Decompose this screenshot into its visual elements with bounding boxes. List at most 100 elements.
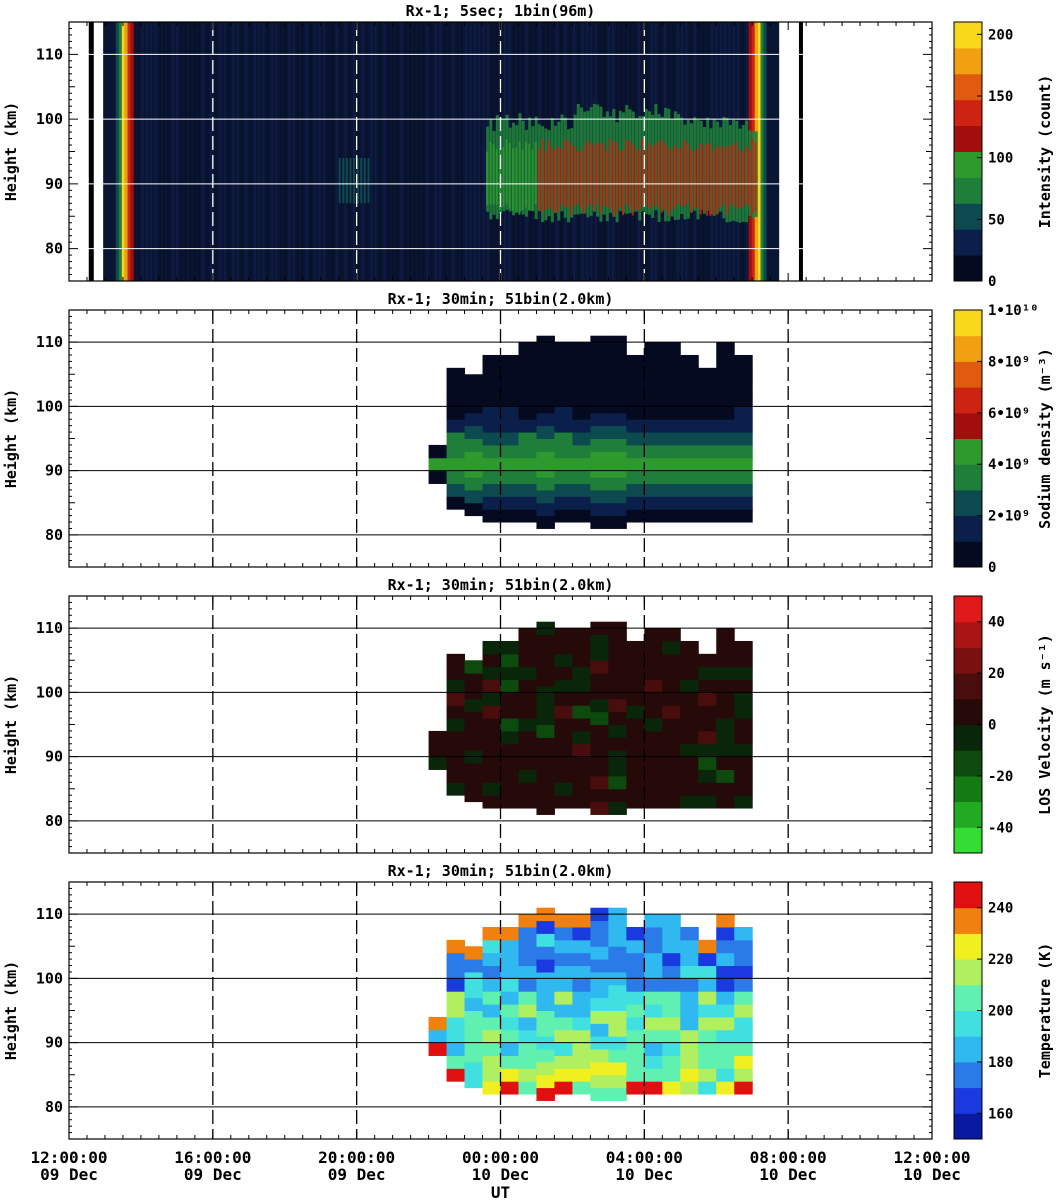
- colorbar-frame: [953, 21, 983, 282]
- colorbar-swatch: [954, 596, 982, 623]
- heatmap-cell: [536, 775, 555, 790]
- heatmap-cell: [518, 692, 537, 706]
- heatmap-cell: [626, 406, 645, 420]
- x-tick-label-time: 16:00:00: [174, 1148, 251, 1167]
- heatmap-cell: [500, 380, 519, 395]
- heatmap-cell: [572, 1068, 591, 1082]
- heatmap-cell: [626, 419, 645, 433]
- heatmap-cell: [626, 679, 645, 693]
- heatmap-cell: [518, 342, 537, 356]
- heatmap-cell: [554, 769, 573, 783]
- sodium-layer-core: [615, 142, 618, 213]
- heatmap-cell: [536, 1087, 555, 1101]
- heatmap-cell: [482, 965, 501, 979]
- heatmap-cell: [662, 354, 681, 369]
- heatmap-cell: [662, 692, 681, 706]
- intensity-streak: [279, 22, 282, 281]
- y-tick-label: 110: [36, 333, 63, 351]
- heatmap-cell: [716, 653, 735, 668]
- sodium-layer-core: [586, 140, 589, 207]
- x-tick-label-day: 10 Dec: [759, 1165, 817, 1184]
- heatmap-cell: [590, 660, 609, 674]
- heatmap-cell: [572, 640, 591, 655]
- heatmap-cell: [572, 666, 591, 681]
- heatmap-cell: [500, 432, 519, 446]
- intensity-streak: [383, 22, 386, 281]
- heatmap-cell: [482, 1055, 501, 1069]
- heatmap-cell: [680, 406, 699, 420]
- heatmap-cell: [734, 406, 753, 420]
- heatmap-cell: [662, 419, 681, 433]
- heatmap-cell: [680, 470, 699, 484]
- intensity-streak: [167, 22, 170, 281]
- heatmap-cell: [734, 432, 753, 446]
- sodium-layer-core: [677, 148, 680, 204]
- colorbar-tick-label: 200: [988, 27, 1013, 43]
- intensity-streak: [163, 22, 166, 281]
- heatmap-cell: [608, 634, 627, 648]
- heatmap-cell: [698, 730, 717, 745]
- heatmap-cell: [482, 483, 501, 497]
- colorbar-tick-label: 200: [988, 1004, 1013, 1020]
- heatmap-cell: [446, 1004, 466, 1018]
- heatmap-cell: [500, 769, 519, 783]
- heatmap-cell: [482, 432, 501, 446]
- heatmap-cell: [518, 406, 537, 420]
- intensity-streak: [469, 22, 472, 281]
- heatmap-cell: [662, 795, 681, 809]
- heatmap-cell: [734, 1004, 753, 1018]
- heatmap-cell: [536, 489, 555, 504]
- colorbar-swatch: [954, 933, 982, 960]
- heatmap-cell: [608, 374, 627, 388]
- twilight-edge: [127, 22, 131, 281]
- heatmap-cell: [500, 952, 519, 967]
- intensity-streak: [391, 22, 394, 281]
- heatmap-cell: [698, 718, 717, 732]
- panel-title: Rx-1; 5sec; 1bin(96m): [406, 2, 596, 20]
- heatmap-cell: [626, 769, 645, 783]
- heatmap-cell: [554, 1004, 573, 1018]
- heatmap-cell: [446, 406, 466, 420]
- heatmap-cell: [698, 653, 717, 668]
- x-tick-label-time: 20:00:00: [318, 1148, 395, 1167]
- heatmap-cell: [536, 946, 555, 960]
- heatmap-cell: [734, 380, 753, 395]
- heatmap-cell: [536, 801, 555, 815]
- heatmap-cell: [644, 457, 663, 472]
- sodium-layer-core: [570, 144, 573, 216]
- heatmap-cell: [464, 946, 484, 960]
- x-tick-label-time: 08:00:00: [750, 1148, 827, 1167]
- heatmap-cell: [734, 509, 753, 523]
- heatmap-cell: [644, 679, 663, 693]
- heatmap-cell: [554, 952, 573, 967]
- heatmap-cell: [554, 730, 573, 745]
- sodium-layer-faint: [345, 157, 348, 204]
- heatmap-cell: [734, 1081, 753, 1095]
- heatmap-cell: [680, 730, 699, 745]
- heatmap-cell: [518, 926, 537, 941]
- heatmap-cell: [698, 406, 717, 420]
- heatmap-cell: [536, 724, 555, 738]
- panel-title: Rx-1; 30min; 51bin(2.0km): [388, 862, 614, 880]
- heatmap-cell: [518, 756, 537, 770]
- heatmap-cell: [464, 1023, 484, 1037]
- x-tick-label-day: 09 Dec: [328, 1165, 386, 1184]
- heatmap-cell: [482, 1004, 501, 1018]
- sodium-layer-faint: [360, 157, 363, 204]
- intensity-streak: [214, 22, 217, 281]
- heatmap-cell: [608, 763, 627, 777]
- intensity-streak: [361, 22, 364, 281]
- heatmap-cell: [536, 412, 555, 427]
- x-tick-label-day: 10 Dec: [472, 1165, 530, 1184]
- heatmap-cell: [644, 991, 663, 1005]
- heatmap-cell: [644, 393, 663, 407]
- heatmap-cell: [626, 483, 645, 497]
- sodium-layer-core: [702, 145, 705, 212]
- heatmap-cell: [626, 692, 645, 706]
- heatmap-cell: [698, 705, 717, 719]
- twilight-edge: [760, 22, 764, 281]
- intensity-streak: [322, 22, 325, 281]
- colorbar-tick-label: 0: [988, 274, 996, 290]
- sodium-layer-core: [683, 139, 686, 207]
- intensity-streak: [378, 22, 381, 281]
